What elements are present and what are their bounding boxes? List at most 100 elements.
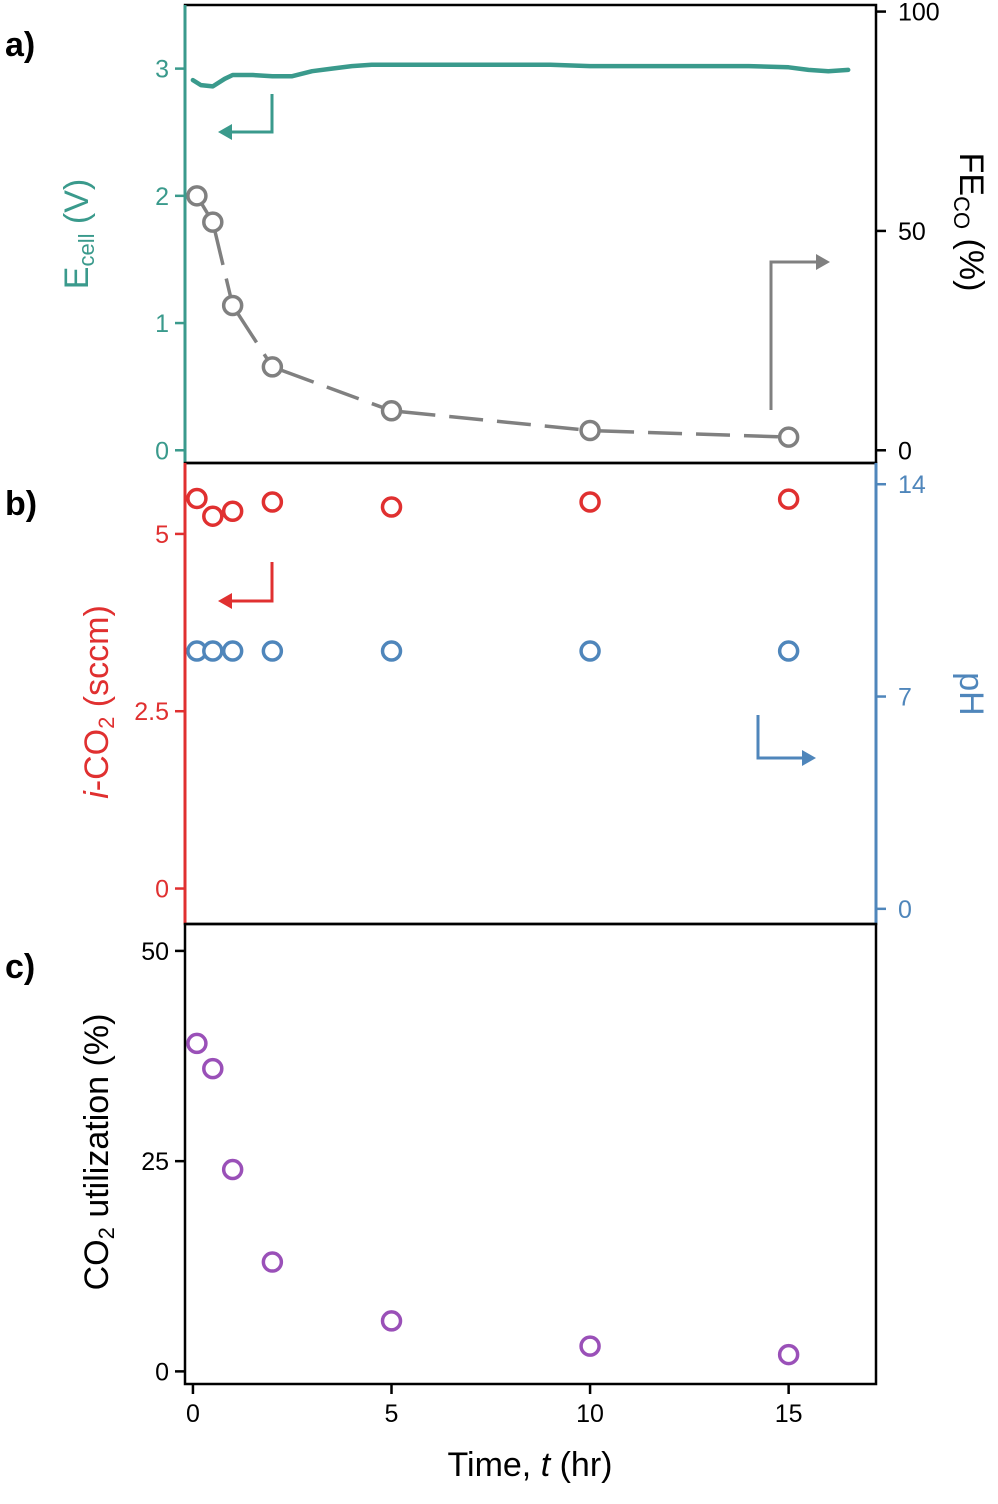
- panel-b-blue-arrowhead: [802, 750, 816, 766]
- panel-b-series-1-point: [777, 488, 800, 510]
- panel-a-series-2-point: [380, 400, 403, 422]
- panel-b-left-axis-label: i-CO2 (sccm): [78, 605, 119, 799]
- panel-b-series-2-point: [579, 640, 601, 662]
- x-axis-label: Time, t (hr): [448, 1446, 613, 1484]
- panel-c-left-tick-label: 50: [141, 938, 169, 966]
- x-tick-label: 15: [775, 1400, 803, 1428]
- panel-c-series-1-point: [579, 1335, 601, 1357]
- panel-a-gray-arrow: [769, 260, 822, 410]
- panel-b-series-2-point: [202, 640, 224, 662]
- xlabel-italic: t: [541, 1446, 552, 1484]
- panel-a-series-2-point: [579, 419, 601, 442]
- panel-b-left-tick-label: 2.5: [134, 698, 169, 726]
- ylabel-a-right-sub: CO: [949, 196, 974, 229]
- x-tick-label: 10: [576, 1400, 604, 1428]
- panel-b-right-tick-label: 0: [898, 896, 912, 924]
- panel-c-series-1-point: [221, 1158, 244, 1181]
- panel-c-left-tick-label: 25: [141, 1148, 169, 1176]
- ylabel-b-rest: (sccm): [78, 605, 116, 716]
- xlabel-main: Time,: [448, 1446, 541, 1484]
- panel-a-right-tick-label: 0: [898, 437, 912, 465]
- panel-c-series-1-point: [261, 1251, 284, 1273]
- panel-a-left-tick-label: 1: [155, 310, 169, 338]
- panel-a-series-2-point: [202, 211, 224, 233]
- ylabel-a-sub: cell: [74, 234, 99, 267]
- panel-b-series-2-point: [261, 640, 284, 662]
- panel-c-series-1-point: [202, 1057, 224, 1080]
- xlabel-rest: (hr): [550, 1446, 612, 1484]
- panel-a-left-tick-label: 0: [155, 437, 169, 465]
- x-tick-label: 5: [385, 1400, 399, 1428]
- panel-b-series-1-point: [579, 491, 601, 513]
- panel-a-series-2-segment: [401, 410, 581, 432]
- ylabel-c-main: CO: [78, 1239, 116, 1290]
- panel-c-marks: [186, 1032, 800, 1366]
- panel-a-left-axis-label: Ecell (V): [58, 179, 99, 289]
- ylabel-b-italic: i: [78, 790, 116, 799]
- panel-c-series-1-point: [186, 1032, 208, 1055]
- panel-b-frame: [183, 461, 878, 926]
- panel-c-series-1-point: [777, 1343, 800, 1366]
- ylabel-a-right-main: FE: [952, 153, 990, 196]
- panel-c-series-1-point: [380, 1310, 403, 1332]
- panel-a-series-2-point: [221, 294, 244, 317]
- panel-b-right-tick-label: 14: [898, 471, 926, 499]
- panel-a-right-tick-label: 50: [898, 218, 926, 246]
- panel-a-series-1-line: [190, 62, 851, 89]
- panel-a-right-ticks: 0 50 100: [876, 0, 940, 465]
- panel-c-label: c): [5, 948, 35, 986]
- panel-b-right-tick-label: 7: [898, 684, 912, 712]
- panel-a-teal-arrowhead: [218, 124, 232, 140]
- ylabel-c-sub: 2: [94, 1227, 119, 1239]
- panel-c-left-ticks: 0 25 50: [141, 938, 185, 1386]
- panel-a-series-2-segment: [213, 231, 233, 297]
- panel-b-right-ticks: 0 7 14: [876, 471, 926, 924]
- panel-a-series-2-point: [777, 426, 800, 448]
- panel-b-series-1-point: [261, 491, 284, 513]
- panel-b-series-1-point: [221, 500, 244, 522]
- ylabel-b-main: -CO: [78, 729, 116, 791]
- panel-c-frame: [183, 922, 878, 1386]
- panel-b-series-2-point: [380, 640, 403, 662]
- panel-b-blue-arrow: [756, 715, 808, 760]
- panel-b-left-tick-label: 0: [155, 876, 169, 904]
- panel-b-right-axis-label: pH: [952, 672, 990, 715]
- panel-a-label: a): [5, 26, 35, 64]
- panel-a-series-2-point: [186, 185, 208, 207]
- panel-c-x-ticks: 0 5 10 15: [186, 1384, 803, 1428]
- panel-b-series-2-point: [221, 640, 244, 662]
- panel-b-series-1-point: [186, 487, 208, 510]
- ylabel-b-sub: 2: [94, 717, 119, 729]
- ylabel-c-rest: utilization (%): [78, 1014, 116, 1228]
- panel-c-left-axis-label: CO2 utilization (%): [78, 1014, 119, 1291]
- panel-a-left-ticks: 0 1 2 3: [155, 56, 185, 465]
- panel-c-left-tick-label: 0: [155, 1358, 169, 1386]
- ylabel-a-main: E: [58, 267, 96, 290]
- ylabel-a-rest: (V): [58, 179, 96, 234]
- panel-a-right-tick-label: 100: [898, 0, 940, 27]
- panel-b-left-ticks: 02.55: [134, 521, 185, 904]
- panel-b-left-tick-label: 5: [155, 521, 169, 549]
- panel-b-series-1-point: [202, 505, 224, 527]
- panel-a-series-2-segment: [281, 368, 383, 409]
- panel-a-series-2-point: [261, 356, 284, 378]
- panel-a-teal-arrow: [222, 94, 274, 134]
- panel-a-right-axis-label: FECO (%): [949, 153, 990, 292]
- panel-b-label: b): [5, 485, 37, 523]
- panel-a-marks: [186, 62, 851, 448]
- panel-a-left-tick-label: 2: [155, 183, 169, 211]
- ylabel-a-right-rest: (%): [952, 229, 990, 291]
- x-tick-label: 0: [186, 1400, 200, 1428]
- panel-b-marks: [186, 487, 800, 662]
- panel-a-series-2-segment: [200, 203, 210, 215]
- panel-a: a) 0 1 2 3 0 50 100 Ecell (V) FECO (%): [5, 0, 990, 465]
- panel-b-red-arrow: [222, 562, 274, 603]
- panel-a-gray-arrowhead: [816, 254, 830, 270]
- panel-b-series-1-point: [380, 496, 403, 518]
- panel-b-red-arrowhead: [218, 593, 232, 609]
- panel-a-series-2-segment: [600, 429, 779, 439]
- panel-a-left-tick-label: 3: [155, 56, 169, 84]
- panel-b-series-2-point: [777, 640, 800, 662]
